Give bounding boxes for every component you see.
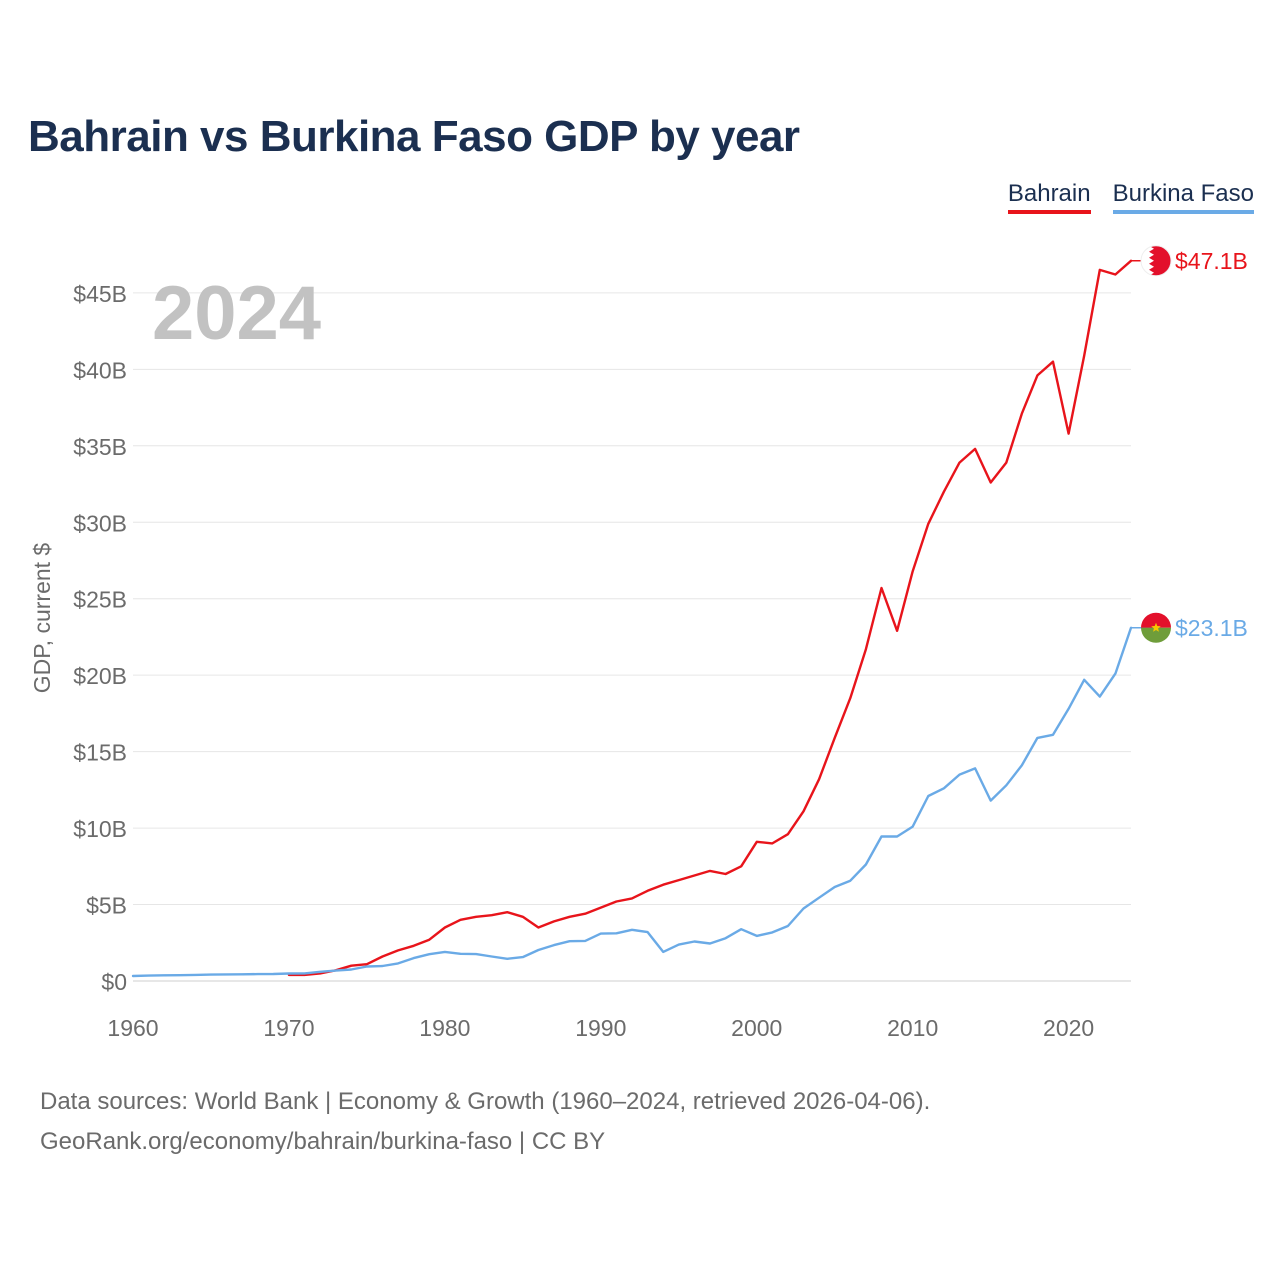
chart-title: Bahrain vs Burkina Faso GDP by year [28, 112, 800, 161]
y-tick-label: $0 [101, 969, 127, 995]
y-tick-label: $20B [73, 663, 127, 689]
y-tick-label: $15B [73, 740, 127, 766]
end-value-label-burkina-faso: $23.1B [1175, 615, 1248, 641]
y-tick-label: $40B [73, 357, 127, 383]
series-line-burkina-faso [131, 626, 1133, 978]
legend-item-bahrain[interactable]: Bahrain [1007, 180, 1091, 214]
year-watermark: 2024 [152, 271, 321, 356]
y-tick-label: $30B [73, 510, 127, 536]
y-tick-label: $45B [73, 281, 127, 307]
source-note: Data sources: World Bank | Economy & Gro… [40, 1082, 930, 1162]
legend: Bahrain Burkina Faso [1007, 180, 1254, 214]
end-value-label-bahrain: $47.1B [1175, 248, 1248, 274]
x-tick-label: 2020 [1043, 1015, 1094, 1041]
legend-item-burkina-faso[interactable]: Burkina Faso [1112, 180, 1254, 214]
x-tick-label: 2010 [887, 1015, 938, 1041]
y-axis-label: GDP, current $ [29, 543, 55, 694]
x-tick-label: 1970 [263, 1015, 314, 1041]
source-line-1: Data sources: World Bank | Economy & Gro… [40, 1088, 931, 1115]
bahrain-flag-icon [1140, 245, 1172, 277]
x-tick-label: 1960 [107, 1015, 158, 1041]
series-line-bahrain [287, 259, 1133, 977]
burkina-faso-flag-icon [1141, 612, 1171, 643]
x-tick-label: 2000 [731, 1015, 782, 1041]
y-tick-label: $25B [73, 587, 127, 613]
y-tick-label: $35B [73, 434, 127, 460]
x-tick-label: 1990 [575, 1015, 626, 1041]
source-line-2: GeoRank.org/economy/bahrain/burkina-faso… [40, 1128, 606, 1155]
y-tick-label: $5B [86, 893, 127, 919]
y-tick-label: $10B [73, 816, 127, 842]
x-tick-label: 1980 [419, 1015, 470, 1041]
